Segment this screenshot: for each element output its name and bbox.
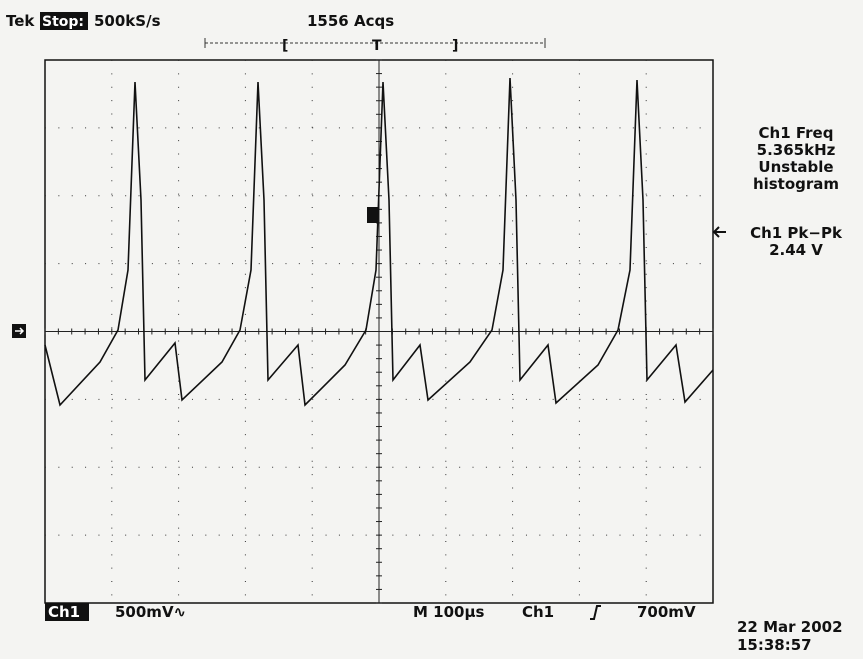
trigger-slope-icon [590, 606, 601, 619]
trigger-level-marker [367, 207, 378, 223]
measurement-text: histogram [753, 175, 839, 193]
sample-rate: 500kS/s [94, 12, 161, 30]
trigger-source: Ch1 [522, 603, 554, 621]
date: 22 Mar 2002 [737, 618, 843, 636]
graticule [45, 60, 713, 603]
trigger-mark: T [372, 38, 382, 54]
page: Tek Stop: 500kS/s 1556 Acqs [ T ] Ch1 Fr… [0, 0, 863, 659]
measurement-text: Ch1 Freq [759, 124, 834, 142]
acquisitions: 1556 Acqs [307, 12, 394, 30]
status: Stop: [42, 14, 84, 30]
time: 15:38:57 [737, 636, 812, 654]
channel: Ch1 [48, 603, 80, 621]
scope-screen: Tek Stop: 500kS/s 1556 Acqs [ T ] Ch1 Fr… [0, 0, 863, 659]
measurement-text: 5.365kHz [757, 141, 836, 159]
measurement-text: Ch1 Pk−Pk [750, 224, 843, 242]
timebase: M 100µs [413, 603, 484, 621]
brand: Tek [6, 12, 35, 30]
measurement-text: 2.44 V [769, 241, 823, 259]
trigger-level: 700mV [637, 603, 696, 621]
volts-per-div: 500mV∿ [115, 603, 186, 621]
window-left: [ [282, 38, 288, 54]
window-right: ] [452, 38, 458, 54]
measurement-text: Unstable [758, 158, 833, 176]
measure-arrow [714, 227, 726, 237]
